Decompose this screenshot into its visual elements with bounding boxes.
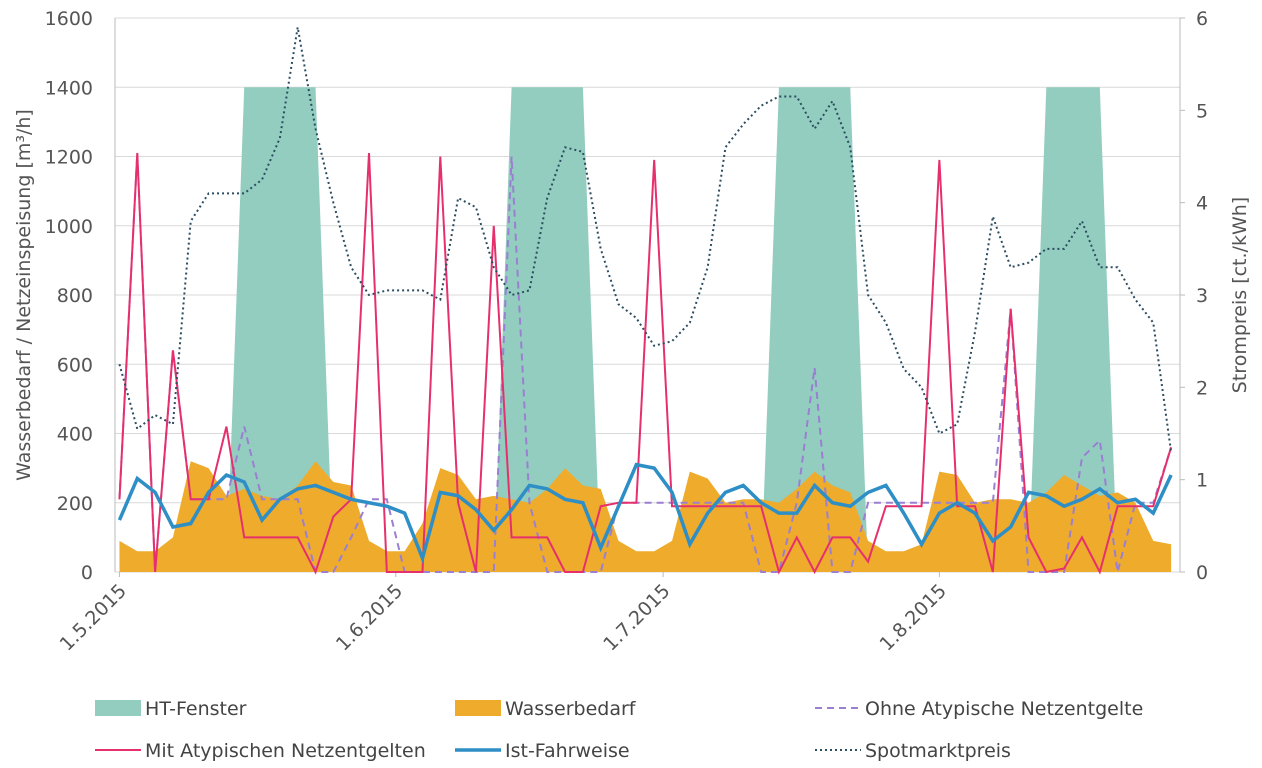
y-tick-label: 600 (57, 354, 93, 376)
y-tick-label: 400 (57, 424, 93, 446)
y2-tick-label: 5 (1196, 100, 1208, 122)
y2-tick-label: 3 (1196, 285, 1208, 307)
legend-swatch (95, 700, 141, 716)
y2-axis-label: Strompreis [ct./kWh] (1229, 197, 1251, 393)
y-tick-label: 0 (81, 562, 93, 584)
line (118, 152, 1173, 573)
y2-tick-label: 2 (1196, 377, 1208, 399)
x-tick-label: 1.7.2015 (599, 580, 674, 655)
y-tick-label: 1000 (45, 216, 93, 238)
y2-tick-label: 4 (1196, 193, 1208, 215)
y2-tick-label: 6 (1196, 8, 1208, 30)
y-tick-label: 1400 (45, 77, 93, 99)
legend-label: Spotmarktpreis (865, 740, 1011, 762)
y-tick-label: 1200 (45, 147, 93, 169)
x-tick-label: 1.8.2015 (876, 580, 951, 655)
y2-tick-label: 0 (1196, 562, 1208, 584)
legend-swatch (455, 700, 501, 716)
y-axis-label: Wasserbedarf / Netzeinspeisung [m³/h] (13, 109, 35, 481)
line (118, 152, 1173, 575)
legend-label: Mit Atypischen Netzentgelten (145, 740, 426, 762)
y-tick-label: 1600 (45, 8, 93, 30)
y-tick-label: 200 (57, 493, 93, 515)
legend-label: HT-Fenster (145, 698, 247, 720)
x-tick-label: 1.5.2015 (56, 580, 131, 655)
legend-label: Ohne Atypische Netzentgelte (865, 698, 1143, 720)
y2-tick-label: 1 (1196, 470, 1208, 492)
x-tick-label: 1.6.2015 (332, 580, 407, 655)
line (117, 462, 1173, 564)
legend-label: Ist-Fahrweise (505, 740, 630, 762)
legend-label: Wasserbedarf (505, 698, 637, 720)
y-tick-label: 800 (57, 285, 93, 307)
